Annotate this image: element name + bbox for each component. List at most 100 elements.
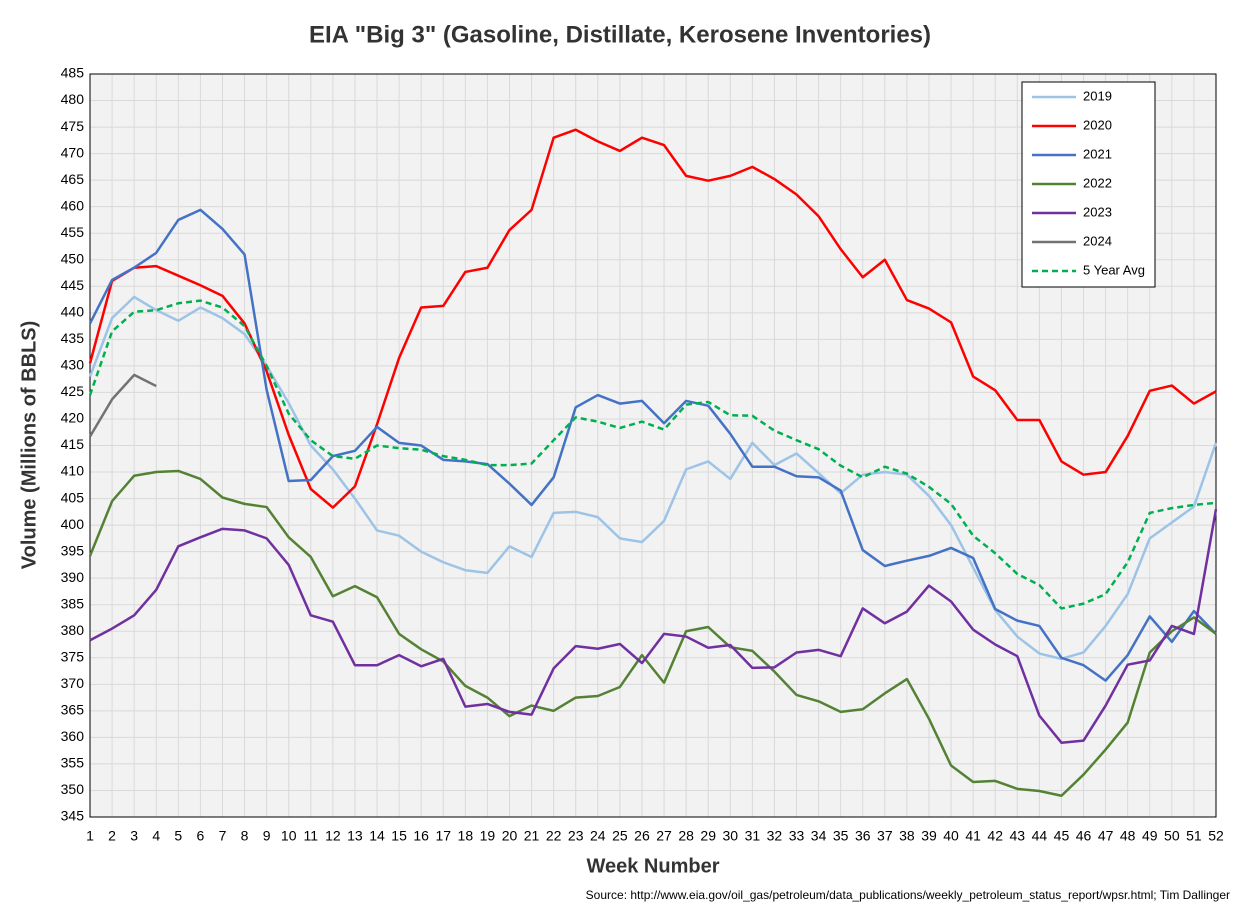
x-tick-label: 41: [965, 828, 981, 844]
x-tick-label: 47: [1098, 828, 1114, 844]
x-tick-label: 30: [722, 828, 738, 844]
y-tick-label: 360: [61, 728, 85, 744]
x-tick-label: 51: [1186, 828, 1202, 844]
legend-label: 2024: [1083, 233, 1112, 248]
y-tick-label: 400: [61, 516, 85, 532]
y-tick-label: 405: [61, 489, 85, 505]
y-tick-label: 375: [61, 648, 85, 664]
legend-label: 2022: [1083, 175, 1112, 190]
x-tick-label: 5: [174, 828, 182, 844]
series-line: [88, 469, 1217, 798]
series-line: [88, 373, 157, 438]
y-tick-label: 480: [61, 91, 85, 107]
y-tick-label: 355: [61, 755, 85, 771]
x-tick-label: 18: [458, 828, 474, 844]
x-tick-label: 36: [855, 828, 871, 844]
y-tick-label: 390: [61, 569, 85, 585]
x-tick-label: 7: [219, 828, 227, 844]
legend-label: 2019: [1083, 88, 1112, 103]
y-tick-label: 455: [61, 224, 85, 240]
x-tick-label: 46: [1076, 828, 1092, 844]
y-tick-label: 380: [61, 622, 85, 638]
legend-label: 5 Year Avg: [1083, 262, 1145, 277]
x-tick-label: 37: [877, 828, 893, 844]
x-tick-label: 39: [921, 828, 937, 844]
x-tick-label: 38: [899, 828, 915, 844]
x-tick-label: 44: [1032, 828, 1048, 844]
x-tick-label: 9: [263, 828, 271, 844]
legend-label: 2023: [1083, 204, 1112, 219]
x-tick-label: 25: [612, 828, 628, 844]
x-tick-label: 40: [943, 828, 959, 844]
y-tick-label: 485: [61, 65, 85, 81]
x-tick-label: 21: [524, 828, 540, 844]
x-tick-label: 12: [325, 828, 341, 844]
x-tick-label: 50: [1164, 828, 1180, 844]
y-tick-label: 370: [61, 675, 85, 691]
x-tick-label: 3: [130, 828, 138, 844]
x-tick-label: 48: [1120, 828, 1136, 844]
x-tick-label: 42: [987, 828, 1003, 844]
x-tick-label: 4: [152, 828, 160, 844]
x-tick-label: 49: [1142, 828, 1158, 844]
x-tick-label: 24: [590, 828, 606, 844]
source-note: Source: http://www.eia.gov/oil_gas/petro…: [586, 888, 1230, 902]
y-tick-label: 420: [61, 410, 85, 426]
x-tick-label: 8: [241, 828, 249, 844]
x-tick-label: 52: [1208, 828, 1224, 844]
grid: [89, 73, 1217, 818]
y-tick-label: 470: [61, 144, 85, 160]
y-tick-label: 365: [61, 702, 85, 718]
x-tick-label: 32: [767, 828, 783, 844]
y-tick-label: 425: [61, 383, 85, 399]
y-tick-label: 350: [61, 781, 85, 797]
x-tick-label: 33: [789, 828, 805, 844]
x-tick-label: 35: [833, 828, 849, 844]
x-tick-label: 29: [700, 828, 716, 844]
x-tick-label: 28: [678, 828, 694, 844]
x-tick-label: 13: [347, 828, 363, 844]
x-tick-label: 11: [304, 828, 319, 844]
y-tick-label: 465: [61, 171, 85, 187]
x-tick-label: 43: [1010, 828, 1026, 844]
y-tick-label: 440: [61, 304, 85, 320]
series-line: [88, 208, 1217, 682]
x-tick-label: 2: [108, 828, 116, 844]
x-tick-label: 14: [369, 828, 385, 844]
y-tick-label: 435: [61, 330, 85, 346]
x-tick-label: 1: [86, 828, 94, 844]
y-tick-label: 430: [61, 357, 85, 373]
y-tick-label: 460: [61, 197, 85, 213]
legend-label: 2020: [1083, 117, 1112, 132]
x-tick-label: 27: [656, 828, 672, 844]
y-tick-label: 345: [61, 808, 85, 824]
series-lines: [88, 128, 1218, 798]
x-tick-label: 16: [413, 828, 429, 844]
x-tick-label: 15: [391, 828, 407, 844]
x-tick-label: 20: [502, 828, 518, 844]
series-line: [89, 508, 1218, 744]
y-tick-label: 475: [61, 118, 85, 134]
x-tick-label: 45: [1054, 828, 1070, 844]
legend-label: 2021: [1083, 146, 1112, 161]
x-tick-label: 22: [546, 828, 562, 844]
series-line: [88, 299, 1217, 610]
series-line: [88, 128, 1217, 509]
x-tick-label: 19: [480, 828, 496, 844]
y-tick-label: 415: [61, 436, 85, 452]
legend: 2019 2020 2021 2022 2023 2024 5 Year Avg: [1032, 88, 1145, 277]
x-tick-label: 26: [634, 828, 650, 844]
y-tick-label: 385: [61, 595, 85, 611]
y-axis-title: Volume (Millions of BBLS): [18, 321, 40, 570]
chart-title: EIA "Big 3" (Gasoline, Distillate, Keros…: [309, 21, 931, 48]
x-axis-title: Week Number: [586, 855, 719, 877]
x-tick-label: 6: [196, 828, 204, 844]
y-tick-label: 445: [61, 277, 85, 293]
x-tick-label: 10: [281, 828, 297, 844]
x-tick-label: 23: [568, 828, 584, 844]
x-tick-label: 17: [435, 828, 451, 844]
y-tick-label: 395: [61, 542, 85, 558]
y-tick-label: 450: [61, 250, 85, 266]
x-tick-label: 34: [811, 828, 827, 844]
